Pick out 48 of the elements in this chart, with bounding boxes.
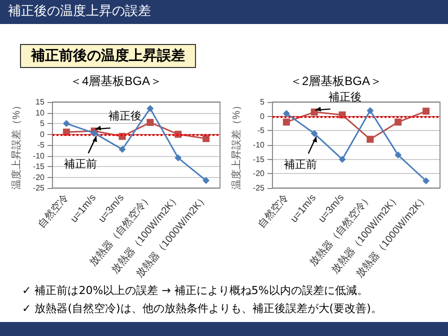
y-tick-label: 5 [260, 98, 266, 106]
y-tick-label: 0 [40, 130, 46, 139]
point [146, 104, 154, 112]
point [202, 135, 210, 142]
point [146, 118, 154, 126]
x-tick-label: 自然空冷 [256, 192, 291, 230]
point [282, 110, 290, 117]
point [394, 118, 402, 126]
text: 補正前後の温度上昇誤差 [20, 44, 196, 68]
y-tick-label: -10 [32, 151, 46, 160]
point [310, 130, 318, 138]
y-tick-label: 5 [40, 119, 46, 128]
y-tick-label: 0 [260, 112, 266, 121]
y-tick-label: -5 [37, 140, 45, 150]
chart-title: ＜4層基板BGA＞ [70, 74, 162, 88]
point [422, 108, 430, 115]
annotation: 補正後 [108, 110, 142, 123]
x-tick-label: 自然空冷 [36, 192, 71, 230]
point [366, 136, 374, 143]
point [310, 108, 318, 116]
y-axis-title: 温度上昇誤差（%） [230, 100, 242, 190]
text: ✓ 補正前は20%以上の誤差 → 補正により概ね5%以内の誤差に低減。 [22, 283, 369, 299]
annotation: 補正前 [64, 158, 97, 171]
text: 補正後の温度上昇の誤差 [0, 0, 448, 24]
point [118, 146, 126, 153]
y-tick-label: -10 [252, 140, 266, 150]
y-tick-label: -25 [32, 184, 46, 193]
y-tick-label: -20 [32, 172, 46, 182]
point [394, 152, 402, 159]
text: ✓ 放熱器(自然空冷)は、他の放熱条件よりも、補正後誤差が大(要改善)。 [22, 301, 382, 317]
point [338, 156, 346, 163]
point [62, 120, 70, 128]
point [366, 107, 374, 114]
point [422, 177, 430, 184]
y-tick-label: -15 [32, 162, 46, 172]
chart-title: ＜2層基板BGA＞ [290, 74, 382, 88]
point [282, 118, 290, 126]
y-tick-label: -25 [252, 184, 266, 193]
y-tick-label: -15 [252, 154, 266, 164]
y-tick-label: -5 [257, 126, 265, 136]
y-tick-label: -20 [252, 169, 266, 178]
annotation: 補正後 [328, 90, 362, 104]
point [202, 177, 210, 184]
y-axis-title: 温度上昇誤差（%） [10, 100, 22, 190]
point [174, 154, 182, 162]
annotation: 補正前 [284, 158, 317, 172]
y-tick-label: 15 [36, 98, 46, 106]
y-tick-label: 10 [36, 108, 46, 118]
